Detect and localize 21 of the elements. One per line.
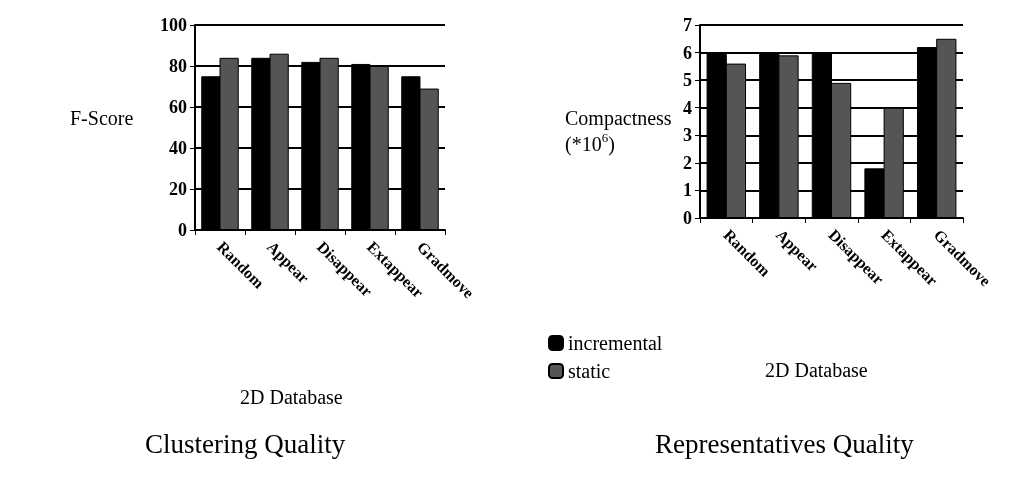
x-axis-title: 2D Database xyxy=(765,359,868,381)
y-tick-label: 0 xyxy=(683,208,692,228)
y-tick-label: 60 xyxy=(169,97,187,117)
y-tick-label: 40 xyxy=(169,138,187,158)
y-tick-label: 1 xyxy=(683,180,692,201)
legend-label: static xyxy=(568,360,611,382)
y-tick-label: 80 xyxy=(169,56,187,76)
y-tick-label: 20 xyxy=(169,179,187,199)
y-tick-label: 6 xyxy=(683,42,692,63)
text: Clustering Quality xyxy=(145,428,346,459)
y-tick-label: 7 xyxy=(683,15,692,35)
x-axis-title: 2D Database xyxy=(240,386,343,408)
y-tick-label: 0 xyxy=(178,220,187,240)
y-tick-label: 4 xyxy=(683,97,692,118)
y-tick-label: 100 xyxy=(160,15,187,35)
y-axis-title: F-Score xyxy=(70,107,134,129)
y-tick-label: 5 xyxy=(683,70,692,91)
text: Representatives Quality xyxy=(655,428,915,459)
y-tick-label: 2 xyxy=(683,152,692,173)
legend-label: incremental xyxy=(568,332,663,354)
y-tick-label: 3 xyxy=(683,125,692,146)
